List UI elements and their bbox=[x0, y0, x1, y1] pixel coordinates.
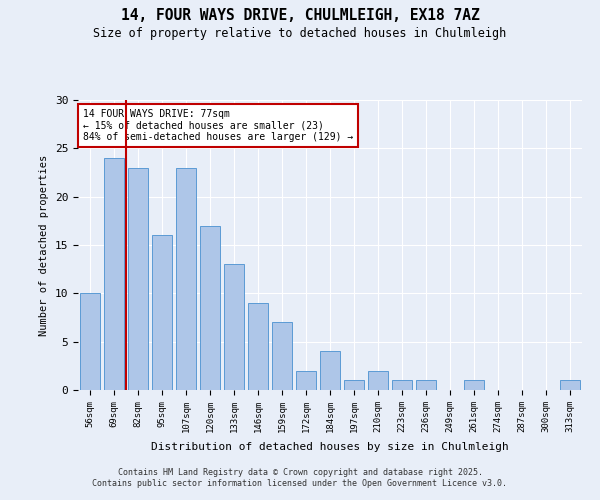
Text: Size of property relative to detached houses in Chulmleigh: Size of property relative to detached ho… bbox=[94, 28, 506, 40]
Bar bbox=[176, 168, 196, 390]
Text: 14, FOUR WAYS DRIVE, CHULMLEIGH, EX18 7AZ: 14, FOUR WAYS DRIVE, CHULMLEIGH, EX18 7A… bbox=[121, 8, 479, 22]
Bar bbox=[464, 380, 484, 390]
Bar bbox=[368, 370, 388, 390]
Bar bbox=[104, 158, 124, 390]
Y-axis label: Number of detached properties: Number of detached properties bbox=[39, 154, 49, 336]
Bar bbox=[560, 380, 580, 390]
Bar bbox=[320, 352, 340, 390]
Text: 14 FOUR WAYS DRIVE: 77sqm
← 15% of detached houses are smaller (23)
84% of semi-: 14 FOUR WAYS DRIVE: 77sqm ← 15% of detac… bbox=[83, 108, 353, 142]
Text: Distribution of detached houses by size in Chulmleigh: Distribution of detached houses by size … bbox=[151, 442, 509, 452]
Bar bbox=[248, 303, 268, 390]
Bar bbox=[80, 294, 100, 390]
Bar bbox=[296, 370, 316, 390]
Bar bbox=[272, 322, 292, 390]
Bar bbox=[344, 380, 364, 390]
Bar bbox=[392, 380, 412, 390]
Bar bbox=[128, 168, 148, 390]
Bar bbox=[416, 380, 436, 390]
Bar bbox=[152, 236, 172, 390]
Bar bbox=[224, 264, 244, 390]
Bar bbox=[200, 226, 220, 390]
Text: Contains HM Land Registry data © Crown copyright and database right 2025.
Contai: Contains HM Land Registry data © Crown c… bbox=[92, 468, 508, 487]
